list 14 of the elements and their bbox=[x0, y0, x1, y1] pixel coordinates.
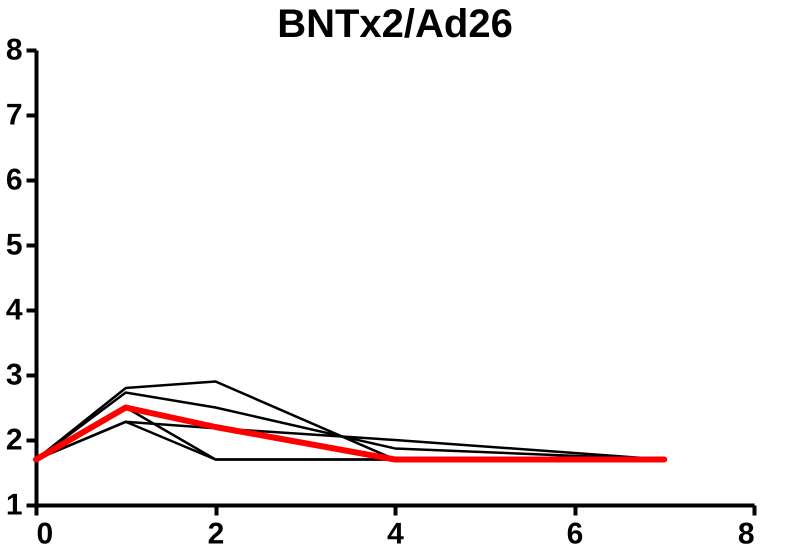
y-tick-label: 5 bbox=[6, 228, 22, 262]
x-tick-label: 8 bbox=[738, 518, 754, 550]
x-tick-label: 0 bbox=[36, 518, 54, 550]
y-tick-label: 1 bbox=[6, 488, 22, 522]
chart-title: BNTx2/Ad26 bbox=[277, 2, 513, 46]
y-tick-label: 3 bbox=[6, 358, 22, 392]
y-tick-label: 6 bbox=[6, 164, 22, 196]
x-tick-label: 2 bbox=[208, 518, 224, 550]
x-tick-label: 6 bbox=[566, 518, 584, 550]
x-tick-label: 4 bbox=[387, 518, 404, 550]
y-tick-label: 4 bbox=[6, 294, 23, 326]
y-tick-label: 7 bbox=[6, 98, 22, 132]
y-tick-label: 8 bbox=[6, 34, 22, 66]
y-tick-label: 2 bbox=[6, 424, 22, 456]
